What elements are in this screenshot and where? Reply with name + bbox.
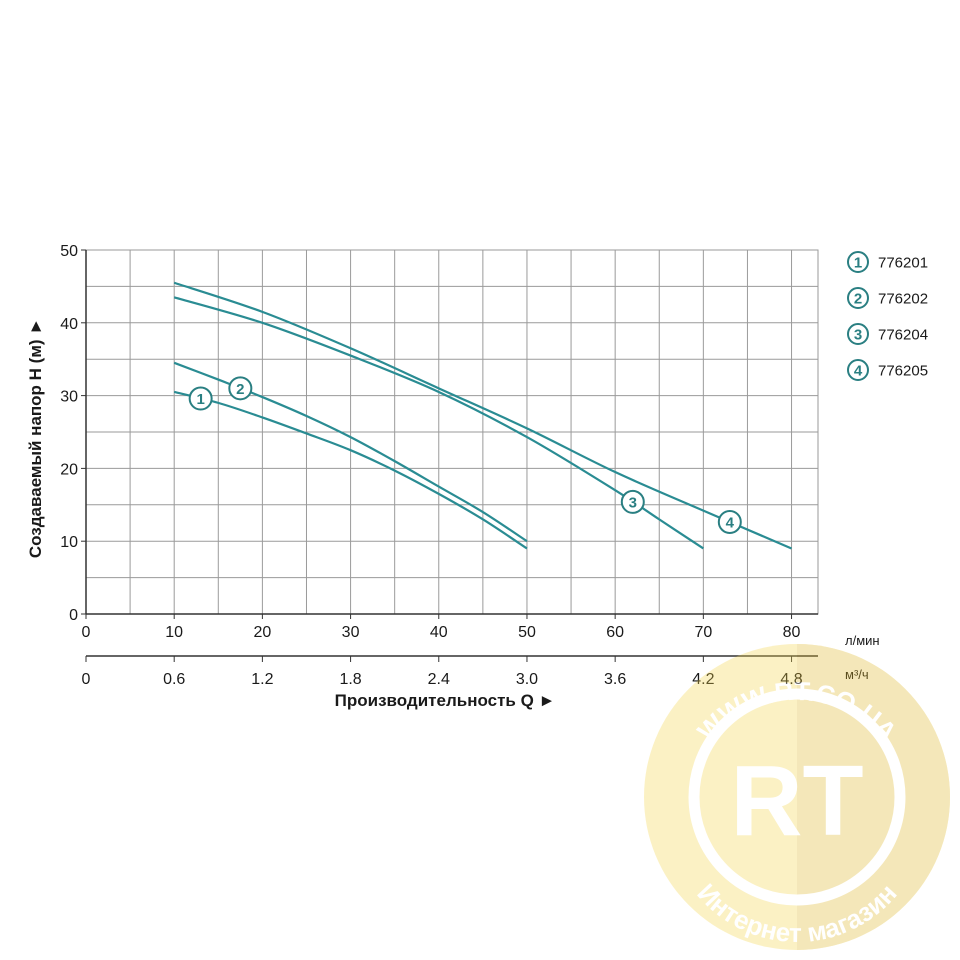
y-tick-label: 10 bbox=[60, 534, 78, 551]
series-marker-number: 1 bbox=[196, 391, 204, 408]
y-tick-label: 30 bbox=[60, 389, 78, 406]
chart-grid bbox=[85, 249, 819, 615]
y-axis-ticks: 0 10 20 30 40 50 bbox=[60, 243, 86, 624]
x2-tick-label: 4.8 bbox=[780, 671, 802, 688]
series-line-776201 bbox=[173, 390, 528, 550]
x-tick-label: 80 bbox=[783, 624, 801, 641]
y-tick-label: 50 bbox=[60, 243, 78, 260]
legend-label: 776201 bbox=[878, 255, 928, 272]
x-tick-label: 50 bbox=[518, 624, 536, 641]
x-tick-label: 40 bbox=[430, 624, 448, 641]
x-axis-unit-lpm: л/мин bbox=[845, 633, 880, 648]
series-marker-1 bbox=[188, 386, 213, 411]
legend-marker-icon bbox=[847, 323, 869, 345]
legend-marker-icon bbox=[847, 359, 869, 381]
y-tick-label: 40 bbox=[60, 316, 78, 333]
store-watermark-logo: RT WWW.RT.CO.UA Интернет магазин bbox=[644, 644, 950, 950]
y-tick-label: 20 bbox=[60, 461, 78, 478]
y-axis-label: Создаваемый напор H (м) ► bbox=[26, 318, 45, 558]
legend-label: 776204 bbox=[878, 327, 928, 344]
chart-series: 1 2 3 4 bbox=[173, 281, 792, 550]
x2-tick-label: 0 bbox=[82, 671, 91, 688]
series-marker-4 bbox=[717, 509, 742, 534]
x2-tick-label: 2.4 bbox=[428, 671, 450, 688]
series-marker-2 bbox=[228, 376, 253, 401]
x-tick-label: 0 bbox=[82, 624, 91, 641]
legend-marker-number: 4 bbox=[854, 363, 863, 380]
x-tick-label: 10 bbox=[165, 624, 183, 641]
legend-marker-number: 2 bbox=[854, 291, 862, 308]
series-marker-3 bbox=[620, 489, 645, 514]
legend-marker-number: 1 bbox=[854, 255, 862, 272]
series-line-776204 bbox=[173, 296, 704, 550]
chart-legend: 1 776201 2 776202 3 776204 4 776205 bbox=[847, 251, 928, 381]
x2-tick-label: 3.0 bbox=[516, 671, 538, 688]
series-marker-number: 3 bbox=[629, 494, 637, 511]
legend-label: 776205 bbox=[878, 363, 928, 380]
svg-text:RT: RT bbox=[730, 745, 863, 857]
x-tick-label: 20 bbox=[253, 624, 271, 641]
series-marker-number: 2 bbox=[236, 381, 244, 398]
y-tick-label: 0 bbox=[69, 607, 78, 624]
x-tick-label: 30 bbox=[342, 624, 360, 641]
x-tick-label: 60 bbox=[606, 624, 624, 641]
x-axis-label: Производительность Q ► bbox=[335, 691, 556, 710]
x-axis-ticks-lpm: 0 10 20 30 40 50 60 70 80 bbox=[82, 614, 801, 641]
series-marker-number: 4 bbox=[726, 514, 735, 531]
x2-tick-label: 4.2 bbox=[692, 671, 714, 688]
legend-marker-icon bbox=[847, 251, 869, 273]
x2-tick-label: 3.6 bbox=[604, 671, 626, 688]
x2-tick-label: 1.2 bbox=[251, 671, 273, 688]
legend-marker-number: 3 bbox=[854, 327, 862, 344]
x-axis-ticks-m3h: 0 0.6 1.2 1.8 2.4 3.0 3.6 4.2 4.8 bbox=[82, 655, 818, 688]
x2-tick-label: 1.8 bbox=[339, 671, 361, 688]
series-line-776205 bbox=[173, 281, 792, 550]
legend-label: 776202 bbox=[878, 291, 928, 308]
legend-marker-icon bbox=[847, 287, 869, 309]
x2-tick-label: 0.6 bbox=[163, 671, 185, 688]
x-axis-unit-m3h: м³/ч bbox=[845, 667, 869, 682]
x-tick-label: 70 bbox=[694, 624, 712, 641]
